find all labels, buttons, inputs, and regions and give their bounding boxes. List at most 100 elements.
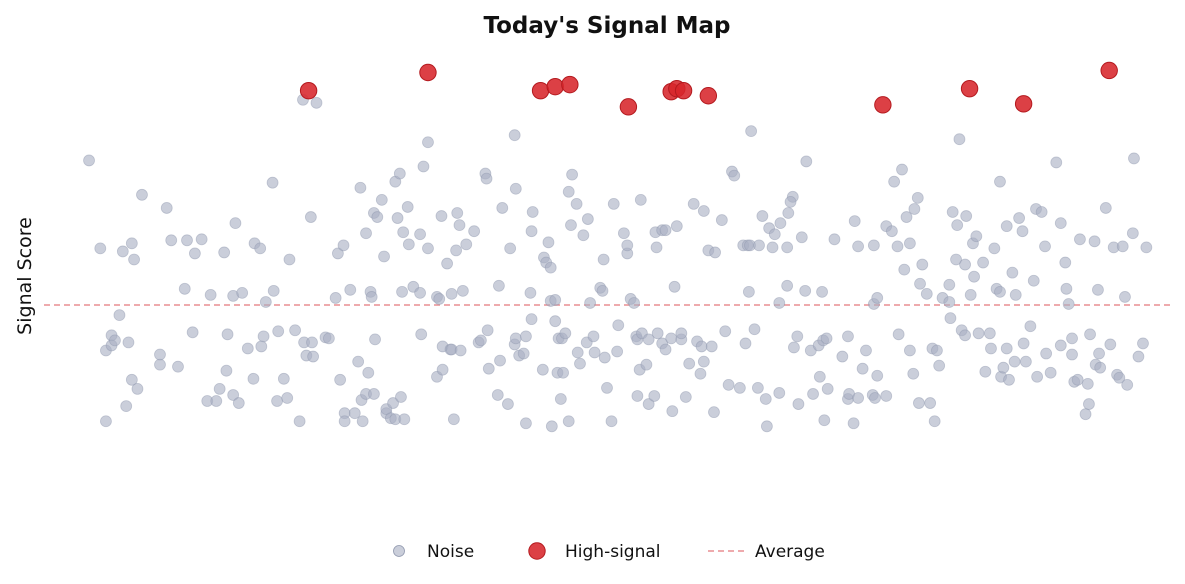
high-signal-point xyxy=(299,81,318,100)
noise-point xyxy=(871,369,884,382)
noise-point xyxy=(447,413,460,426)
noise-point xyxy=(979,365,992,378)
noise-point xyxy=(422,242,434,255)
noise-point xyxy=(391,212,404,224)
noise-point xyxy=(943,296,956,308)
noise-point xyxy=(502,398,514,410)
noise-point xyxy=(924,397,937,409)
noise-point xyxy=(739,337,752,350)
noise-point xyxy=(715,214,728,226)
noise-point xyxy=(597,253,610,266)
noise-series xyxy=(83,93,1153,433)
noise-point xyxy=(768,228,781,241)
noise-point xyxy=(1016,225,1029,238)
noise-point xyxy=(571,346,584,359)
noise-point xyxy=(828,233,841,246)
noise-point xyxy=(950,253,962,266)
noise-point xyxy=(867,239,880,252)
noise-point xyxy=(277,372,290,385)
noise-point xyxy=(329,292,342,304)
noise-point xyxy=(914,277,926,290)
noise-point xyxy=(154,348,166,361)
noise-point xyxy=(232,397,245,409)
noise-point xyxy=(628,297,640,309)
noise-point xyxy=(601,381,613,394)
noise-point xyxy=(928,415,941,428)
noise-point xyxy=(759,393,772,405)
high-signal-point xyxy=(699,87,718,105)
noise-point xyxy=(742,285,755,298)
noise-point xyxy=(520,417,532,430)
noise-point xyxy=(719,325,732,338)
noise-point xyxy=(131,383,144,395)
noise-point xyxy=(821,383,834,395)
noise-point xyxy=(509,182,522,195)
noise-point xyxy=(1116,240,1129,253)
noise-point xyxy=(247,372,260,385)
noise-point xyxy=(213,383,226,395)
noise-point xyxy=(480,172,493,185)
noise-point xyxy=(1024,320,1037,333)
noise-point xyxy=(1083,398,1095,410)
noise-point xyxy=(365,291,378,303)
noise-point xyxy=(733,381,746,394)
noise-point xyxy=(549,315,562,328)
noise-point xyxy=(807,388,819,400)
high-signal-point xyxy=(1014,95,1033,113)
noise-point xyxy=(1027,274,1040,287)
noise-point xyxy=(1092,283,1104,296)
noise-point xyxy=(393,167,406,180)
noise-point xyxy=(1094,361,1107,374)
noise-point xyxy=(494,354,506,367)
legend-label-high-signal: High-signal xyxy=(565,542,661,562)
noise-point xyxy=(687,198,700,210)
noise-point xyxy=(128,253,140,266)
noise-point xyxy=(784,195,797,208)
noise-point xyxy=(665,332,678,345)
noise-point xyxy=(259,296,272,308)
noise-point xyxy=(913,397,925,409)
noise-point xyxy=(933,359,946,372)
noise-point xyxy=(891,240,904,253)
chart-title: Today's Signal Map xyxy=(483,13,730,39)
noise-point xyxy=(1060,282,1073,295)
noise-point xyxy=(570,198,583,210)
noise-point xyxy=(791,330,804,343)
noise-point xyxy=(496,202,509,214)
noise-point xyxy=(348,407,361,420)
noise-point xyxy=(433,293,446,305)
noise-point xyxy=(988,242,1001,255)
noise-point xyxy=(760,420,773,433)
noise-point xyxy=(491,389,504,401)
noise-point xyxy=(338,415,351,428)
noise-point xyxy=(544,261,557,274)
noise-point xyxy=(612,319,625,332)
noise-point xyxy=(745,125,758,138)
noise-point xyxy=(944,312,957,325)
noise-point xyxy=(799,284,812,297)
noise-point xyxy=(549,294,562,306)
noise-point xyxy=(994,285,1006,298)
noise-point xyxy=(888,175,901,188)
noise-point xyxy=(517,347,530,360)
noise-point xyxy=(756,210,769,222)
noise-point xyxy=(120,400,133,412)
noise-point xyxy=(172,360,184,373)
noise-point xyxy=(542,236,555,249)
noise-point xyxy=(596,284,609,297)
noise-point xyxy=(1128,152,1140,165)
noise-point xyxy=(289,324,301,337)
noise-point xyxy=(1079,408,1092,421)
high-signal-point xyxy=(674,81,693,100)
legend: Noise High-signal Average xyxy=(393,542,825,562)
noise-point xyxy=(842,330,854,343)
noise-point xyxy=(536,363,549,376)
noise-point xyxy=(951,219,964,232)
noise-point xyxy=(813,370,826,383)
noise-point xyxy=(178,282,191,295)
noise-point xyxy=(508,129,521,142)
noise-point xyxy=(160,202,173,214)
noise-point xyxy=(1119,291,1131,303)
high-signal-point xyxy=(874,96,892,114)
